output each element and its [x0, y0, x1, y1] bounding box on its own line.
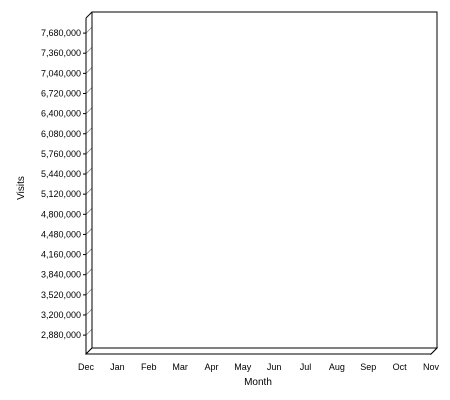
- grid-line-h-side: [85, 26, 93, 34]
- grid-line-h-side: [85, 268, 93, 276]
- y-tick-label: 5,440,000: [41, 169, 81, 179]
- frame-layer: [84, 11, 439, 355]
- y-tick-label: 3,520,000: [41, 290, 81, 300]
- grid-line-h-side: [85, 46, 93, 54]
- y-tick-label: 7,360,000: [41, 48, 81, 58]
- x-tick-label: Jun: [267, 362, 282, 372]
- floor: [84, 347, 439, 355]
- grid-line-h-side: [85, 328, 93, 336]
- x-tick-labels: Dec Jan Feb Mar Apr May Jun Jul Aug Sep Oct Nov: [78, 362, 440, 372]
- x-axis-label: Month: [244, 377, 272, 388]
- y-tick-labels: 2,880,000 3,200,000 3,520,000 3,840,000 4,16…: [41, 28, 81, 340]
- y-tick-label: 5,760,000: [41, 149, 81, 159]
- y-tick-label: 6,720,000: [41, 89, 81, 99]
- grid-line-h-side: [85, 127, 93, 135]
- x-tick-label: Jul: [300, 362, 312, 372]
- x-tick-label: Aug: [329, 362, 345, 372]
- y-tick-label: 4,800,000: [41, 209, 81, 219]
- y-tick-label: 2,880,000: [41, 330, 81, 340]
- grid-line-h-side: [85, 147, 93, 155]
- x-tick-label: Oct: [393, 362, 408, 372]
- grid-line-h-side: [85, 107, 93, 114]
- grid-line-h-side: [85, 228, 93, 235]
- x-tick-label: Mar: [172, 362, 188, 372]
- y-tick-label: 4,160,000: [41, 250, 81, 260]
- grid-line-h-side: [85, 87, 93, 94]
- y-tick-label: 6,080,000: [41, 129, 81, 139]
- x-tick-label: Apr: [204, 362, 218, 372]
- grid-line-h-side: [85, 187, 93, 195]
- back-wall: [91, 11, 438, 349]
- x-tick-label: Nov: [423, 362, 440, 372]
- y-axis-label: Visits: [16, 176, 27, 200]
- x-tick-label: May: [234, 362, 252, 372]
- x-tick-label: Sep: [360, 362, 376, 372]
- y-tick-label: 7,680,000: [41, 28, 81, 38]
- y-tick-label: 3,200,000: [41, 310, 81, 320]
- y-tick-label: 7,040,000: [41, 68, 81, 78]
- grid-line-h-side: [85, 308, 93, 316]
- grid-line-h-side: [85, 67, 93, 74]
- x-tick-label: Dec: [78, 362, 95, 372]
- y-tick-label: 3,840,000: [41, 270, 81, 280]
- grid-line-h-side: [85, 167, 93, 175]
- top-left-edge: [85, 11, 93, 19]
- y-tick-label: 6,400,000: [41, 109, 81, 119]
- grid-line-h-side: [85, 288, 93, 296]
- x-tick-label: Jan: [110, 362, 125, 372]
- x-tick-label: Feb: [141, 362, 157, 372]
- y-tick-label: 5,120,000: [41, 189, 81, 199]
- grid-line-h-side: [85, 208, 93, 215]
- grid-line-h-side: [85, 248, 93, 255]
- y-tick-label: 4,480,000: [41, 229, 81, 239]
